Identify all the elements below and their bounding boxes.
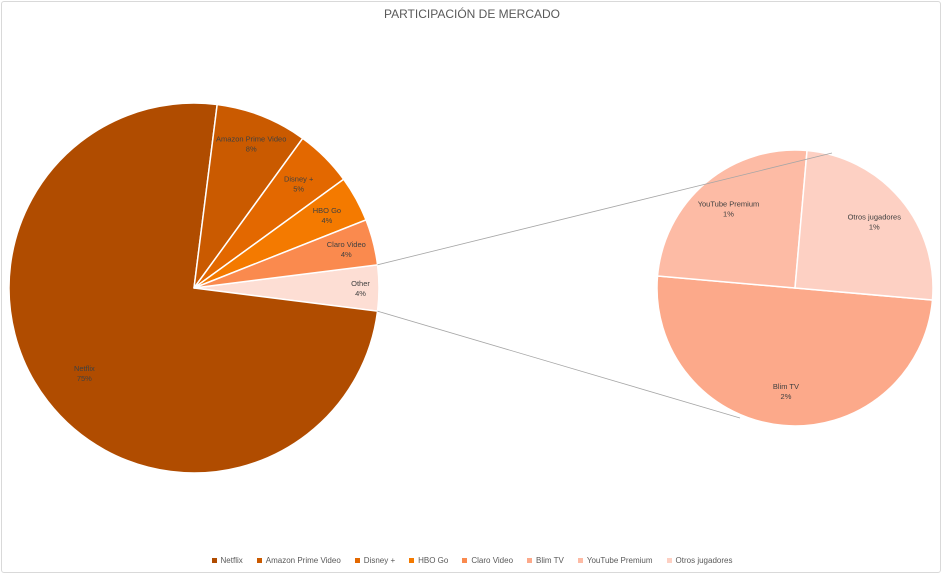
legend-label: HBO Go — [418, 556, 449, 565]
legend-item: Otros jugadores — [666, 556, 733, 565]
primary-label-name-4: HBO Go — [313, 206, 341, 215]
legend-swatch — [211, 558, 217, 563]
legend-swatch — [462, 558, 468, 563]
legend: Netflix Amazon Prime Video Disney + HBO Go C… — [0, 556, 944, 565]
legend-label: Amazon Prime Video — [265, 556, 341, 565]
legend-item: Netflix — [211, 556, 243, 565]
legend-item: HBO Go — [409, 556, 448, 565]
legend-label: Claro Video — [471, 556, 514, 565]
primary-label-name-0: Other — [351, 279, 370, 288]
primary-slice-1[interactable] — [8, 102, 379, 474]
secondary-label-name-1: YouTube Premium — [698, 200, 760, 209]
chart-title: PARTICIPACIÓN DE MERCADO — [383, 7, 561, 21]
legend-item: Amazon Prime Video — [256, 556, 341, 565]
primary-label-value-4: 4% — [322, 216, 333, 225]
primary-label-name-2: Amazon Prime Video — [216, 135, 286, 144]
legend-item: Claro Video — [462, 556, 513, 565]
secondary-label-value-1: 1% — [723, 210, 734, 219]
legend-swatch — [256, 558, 262, 563]
primary-label-name-1: Netflix — [74, 364, 95, 373]
secondary-label-name-0: Blim TV — [773, 382, 799, 391]
secondary-label-name-2: Otros jugadores — [848, 212, 902, 221]
secondary-slice-0[interactable] — [656, 275, 934, 427]
primary-label-value-3: 5% — [293, 184, 304, 193]
legend-item: YouTube Premium — [577, 556, 653, 565]
primary-label-value-1: 75% — [77, 374, 92, 383]
secondary-label-value-0: 2% — [781, 392, 792, 401]
primary-label-name-3: Disney + — [284, 174, 314, 183]
legend-swatch — [354, 558, 360, 563]
connector-line-bottom — [377, 310, 741, 419]
primary-label-name-5: Claro Video — [327, 240, 366, 249]
legend-swatch — [409, 558, 415, 563]
legend-label: Netflix — [220, 556, 243, 565]
secondary-label-value-2: 1% — [869, 222, 880, 231]
legend-swatch — [527, 558, 533, 563]
secondary-slice-1[interactable] — [656, 149, 808, 289]
connector-line-top — [377, 152, 833, 266]
primary-label-value-0: 4% — [355, 289, 366, 298]
legend-swatch — [666, 558, 672, 563]
secondary-slice-2[interactable] — [794, 149, 934, 301]
legend-swatch — [577, 558, 583, 563]
legend-item: Disney + — [354, 556, 396, 565]
legend-label: Disney + — [363, 556, 396, 565]
legend-label: Blim TV — [536, 556, 564, 565]
primary-label-value-2: 8% — [246, 145, 257, 154]
legend-label: Otros jugadores — [675, 556, 733, 565]
primary-label-value-5: 4% — [341, 250, 352, 259]
primary-slice-2[interactable] — [193, 103, 304, 289]
legend-item: Blim TV — [527, 556, 564, 565]
legend-label: YouTube Premium — [586, 556, 653, 565]
